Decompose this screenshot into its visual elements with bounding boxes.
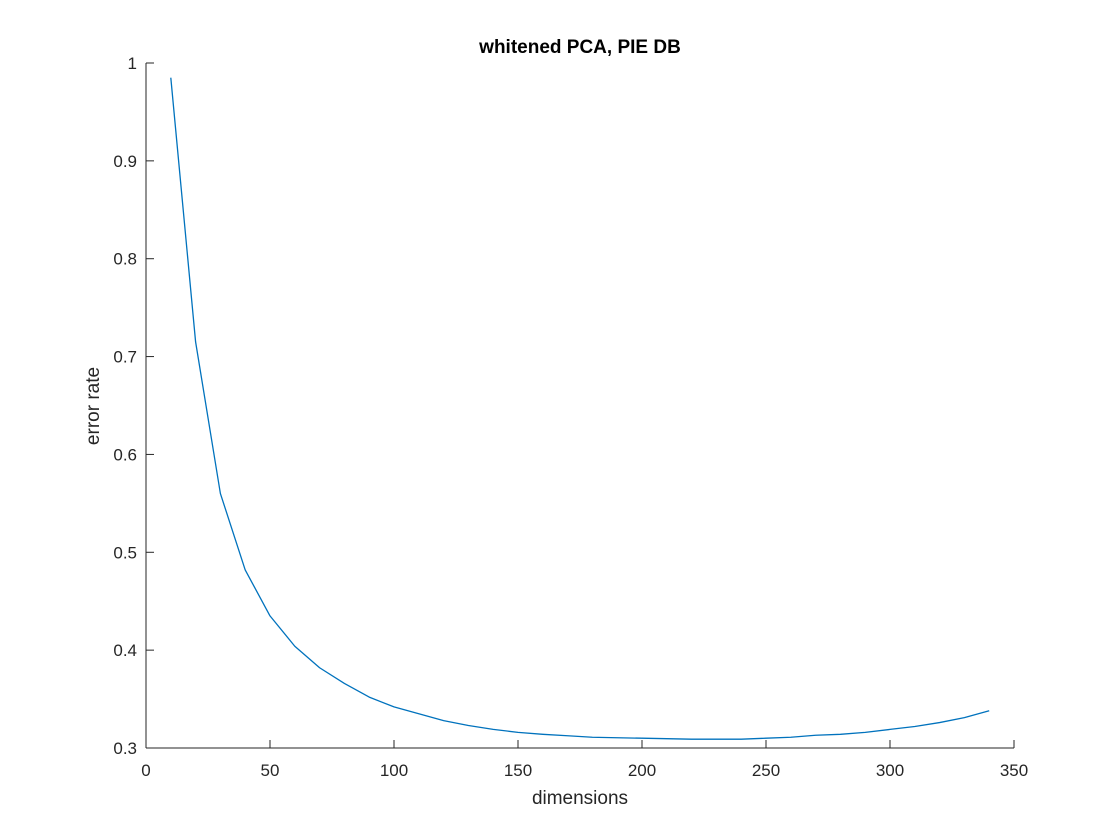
x-tick-label: 300 xyxy=(876,761,904,780)
chart-title: whitened PCA, PIE DB xyxy=(478,37,681,58)
y-tick-label: 0.8 xyxy=(113,250,137,269)
x-tick-label: 50 xyxy=(261,761,280,780)
y-tick-label: 0.4 xyxy=(113,641,137,660)
x-tick-label: 0 xyxy=(141,761,150,780)
y-tick-label: 0.3 xyxy=(113,739,137,758)
x-tick-label: 350 xyxy=(1000,761,1028,780)
x-tick-label: 200 xyxy=(628,761,656,780)
y-axis-label: error rate xyxy=(83,367,104,445)
x-tick-label: 150 xyxy=(504,761,532,780)
y-tick-label: 0.5 xyxy=(113,543,137,562)
axes: 0 50 100 150 200 250 300 350 0.3 0.4 0.5 0.6 0.7 0.8 0… xyxy=(113,54,1028,780)
x-axis-label: dimensions xyxy=(532,788,628,809)
series-layer xyxy=(170,77,990,740)
y-tick-label: 1 xyxy=(128,54,137,73)
y-tick-label: 0.9 xyxy=(113,152,137,171)
x-tick-label: 250 xyxy=(752,761,780,780)
series-line-1 xyxy=(170,77,990,740)
y-tick-label: 0.6 xyxy=(113,445,137,464)
x-tick-label: 100 xyxy=(380,761,408,780)
y-tick-label: 0.7 xyxy=(113,348,137,367)
